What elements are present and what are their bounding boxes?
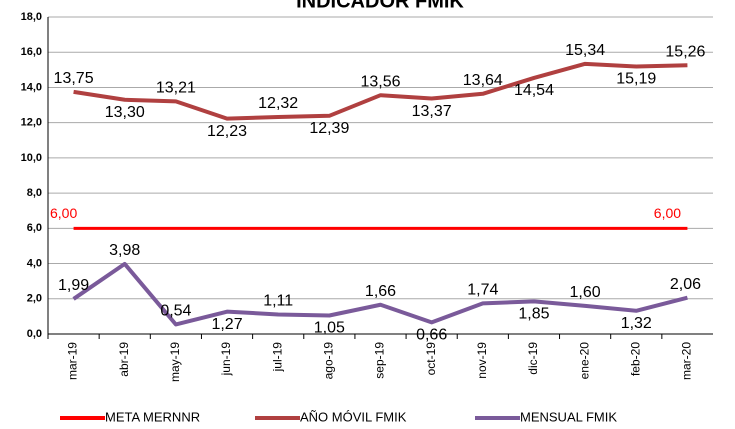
x-tick-label: jul-19 [270, 342, 284, 373]
chart-title: INDICADOR FMIK [296, 0, 464, 12]
y-tick-label: 2,0 [27, 293, 42, 305]
x-tick-label: oct-19 [424, 342, 438, 376]
y-tick-label: 4,0 [27, 257, 42, 269]
y-tick-label: 0,0 [27, 328, 42, 340]
x-tick-label: sep-19 [373, 342, 387, 379]
value-label: 13,21 [156, 80, 196, 97]
y-tick-label: 12,0 [21, 117, 42, 129]
value-label: 14,54 [514, 82, 554, 99]
value-label: 1,74 [467, 282, 498, 299]
value-label: 1,60 [570, 284, 601, 301]
value-label: 6,00 [50, 205, 77, 221]
value-label: 13,64 [463, 72, 503, 89]
y-tick-label: 18,0 [21, 11, 42, 23]
value-label: 1,32 [621, 315, 652, 332]
legend-label: MENSUAL FMIK [520, 409, 617, 424]
x-tick-label: ago-19 [322, 342, 336, 380]
value-label: 1,11 [263, 293, 293, 310]
value-label: 1,05 [314, 320, 345, 337]
value-label: 13,56 [360, 73, 400, 90]
value-label: 12,23 [207, 123, 247, 140]
y-tick-label: 10,0 [21, 152, 42, 164]
legend-label: META MERNNR [105, 409, 200, 424]
value-label: 6,00 [654, 205, 681, 221]
x-tick-label: ene-20 [577, 342, 591, 380]
value-label: 0,66 [416, 327, 447, 344]
value-label: 1,99 [58, 277, 89, 294]
y-tick-label: 8,0 [27, 187, 42, 199]
value-label: 13,37 [412, 103, 452, 120]
x-tick-label: nov-19 [475, 342, 489, 379]
series-line [73, 61, 688, 121]
value-label: 0,54 [160, 303, 191, 320]
value-label: 12,39 [309, 120, 349, 137]
value-label: 15,26 [665, 43, 705, 60]
y-tick-label: 16,0 [21, 46, 42, 58]
y-tick-label: 14,0 [21, 81, 42, 93]
value-label: 1,85 [518, 306, 549, 323]
x-tick-label: may-19 [168, 342, 182, 382]
x-tick-label: jun-19 [219, 342, 233, 377]
x-tick-label: dic-19 [526, 342, 540, 375]
legend-label: AÑO MÓVIL FMIK [300, 409, 407, 424]
x-tick-label: mar-20 [680, 342, 694, 380]
series-line [72, 261, 688, 327]
value-label: 1,66 [365, 283, 396, 300]
x-tick-label: feb-20 [628, 342, 642, 376]
value-label: 1,27 [211, 316, 242, 333]
value-label: 13,30 [105, 104, 145, 121]
value-label: 15,19 [616, 71, 656, 88]
value-label: 3,98 [109, 242, 140, 259]
value-label: 15,34 [565, 42, 605, 59]
value-label: 2,06 [670, 276, 701, 293]
value-label: 12,32 [258, 95, 298, 112]
y-tick-label: 6,0 [27, 222, 42, 234]
x-tick-label: mar-19 [66, 342, 80, 380]
x-tick-label: abr-19 [117, 342, 131, 377]
value-label: 13,75 [54, 70, 94, 87]
